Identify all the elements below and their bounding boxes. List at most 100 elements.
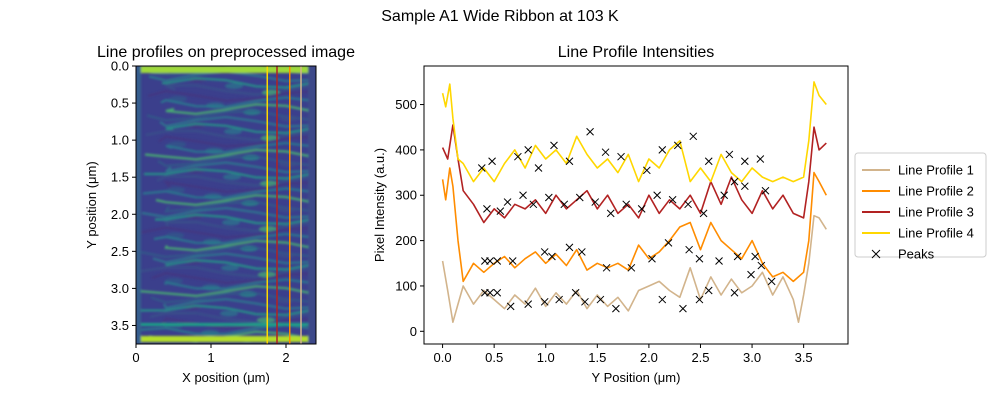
right-x-axis-label: Y Position (μm) xyxy=(592,370,681,385)
peak-marker xyxy=(747,270,755,279)
peak-marker xyxy=(577,248,586,256)
peak-marker xyxy=(720,191,729,200)
right-y-tick-label: 0 xyxy=(410,324,417,339)
legend-item: Line Profile 4 xyxy=(862,226,974,241)
peak-marker xyxy=(767,277,776,286)
peak-marker xyxy=(612,304,620,313)
peak-marker xyxy=(627,263,636,272)
peak-marker xyxy=(642,166,651,175)
peak-marker xyxy=(486,257,494,265)
peak-marker xyxy=(571,288,580,297)
figure-suptitle: Sample A1 Wide Ribbon at 103 K xyxy=(381,8,619,25)
series-line-4 xyxy=(441,81,827,183)
right-x-tick-label: 3.5 xyxy=(795,350,813,365)
right-panel-title: Line Profile Intensities xyxy=(558,44,715,61)
right-y-tick-label: 400 xyxy=(395,142,417,157)
peak-marker xyxy=(756,155,765,163)
peak-marker xyxy=(548,252,556,261)
peak-marker xyxy=(730,177,739,186)
right-x-tick-label: 3.0 xyxy=(743,350,761,365)
peak-marker xyxy=(668,195,677,204)
left-y-tick-label: 1.0 xyxy=(111,133,129,148)
right-y-tick-label: 100 xyxy=(395,278,417,293)
peak-marker xyxy=(602,263,611,272)
peak-marker xyxy=(586,127,594,136)
peak-marker xyxy=(725,150,734,159)
peak-marker xyxy=(648,254,656,263)
peak-marker xyxy=(529,200,538,209)
left-y-tick-label: 3.5 xyxy=(111,318,129,333)
left-x-axis-label: X position (μm) xyxy=(182,370,270,385)
left-x-tick-label: 0 xyxy=(132,350,139,365)
peak-marker xyxy=(653,191,662,200)
peak-marker xyxy=(658,295,667,304)
peak-marker xyxy=(637,205,646,213)
legend-item: Line Profile 1 xyxy=(862,163,974,178)
peak-marker xyxy=(519,191,527,200)
peak-marker xyxy=(483,205,491,213)
peak-marker xyxy=(544,193,553,202)
peak-marker xyxy=(751,252,760,261)
legend-item: Peaks xyxy=(871,247,935,262)
left-y-tick-label: 2.0 xyxy=(111,207,129,222)
peak-marker xyxy=(695,254,704,263)
legend-item: Line Profile 2 xyxy=(862,184,974,199)
left-y-tick-label: 0.0 xyxy=(111,59,129,74)
right-x-tick-label: 1.0 xyxy=(537,350,555,365)
peak-marker xyxy=(658,146,667,154)
peak-marker xyxy=(704,157,713,166)
peak-marker xyxy=(508,257,517,265)
legend-label: Line Profile 4 xyxy=(898,226,974,241)
legend-swatch-marker xyxy=(871,249,881,259)
left-x-tick-label: 1 xyxy=(207,350,214,365)
peak-marker xyxy=(695,295,704,304)
peak-marker xyxy=(581,297,589,306)
peak-marker xyxy=(565,157,574,166)
peak-marker xyxy=(689,132,698,141)
right-panel: Line Profile Intensities 0.0 0.5 1.0 1.5 2.0… xyxy=(372,44,849,385)
legend-label: Line Profile 1 xyxy=(898,163,974,178)
series-line-3 xyxy=(441,124,827,224)
peak-marker xyxy=(575,193,584,202)
right-x-tick-label: 0.5 xyxy=(485,350,503,365)
peak-marker xyxy=(601,148,610,157)
right-x-tick-label: 1.5 xyxy=(588,350,606,365)
left-y-tick-label: 0.5 xyxy=(111,96,129,111)
peak-marker xyxy=(730,288,739,297)
right-y-tick-label: 300 xyxy=(395,188,417,203)
peak-marker xyxy=(493,288,502,297)
peak-marker xyxy=(524,146,533,154)
peak-marker xyxy=(596,295,605,304)
peak-marker xyxy=(534,164,543,172)
peak-marker xyxy=(704,286,713,295)
peak-marker xyxy=(565,243,574,252)
right-x-tick-label: 2.5 xyxy=(691,350,709,365)
peak-marker xyxy=(761,186,770,195)
peak-marker xyxy=(606,209,615,218)
series-line-1 xyxy=(441,214,827,323)
legend-label: Line Profile 3 xyxy=(898,205,974,220)
left-y-tick-label: 2.5 xyxy=(111,244,129,259)
peak-marker xyxy=(664,239,673,247)
peak-marker xyxy=(540,297,549,306)
legend-label: Line Profile 2 xyxy=(898,184,974,199)
right-y-axis-label: Pixel Intensity (a.u.) xyxy=(372,148,387,262)
peak-marker xyxy=(699,209,708,218)
legend: Line Profile 1 Line Profile 2 Line Profile… xyxy=(854,152,987,262)
left-y-axis-label: Y position (μm) xyxy=(84,161,99,248)
peak-marker xyxy=(477,164,486,172)
peak-marker xyxy=(673,141,682,150)
peak-marker xyxy=(493,257,502,265)
legend-item: Line Profile 3 xyxy=(862,205,974,220)
peak-marker xyxy=(540,248,549,256)
peak-marker xyxy=(488,157,496,166)
right-y-tick-label: 500 xyxy=(395,97,417,112)
right-plot-frame xyxy=(423,65,849,345)
peak-marker xyxy=(740,182,749,191)
left-x-tick-label: 2 xyxy=(282,350,289,365)
peak-marker xyxy=(740,157,749,166)
left-plot-frame xyxy=(135,65,317,345)
peak-marker xyxy=(550,141,558,150)
